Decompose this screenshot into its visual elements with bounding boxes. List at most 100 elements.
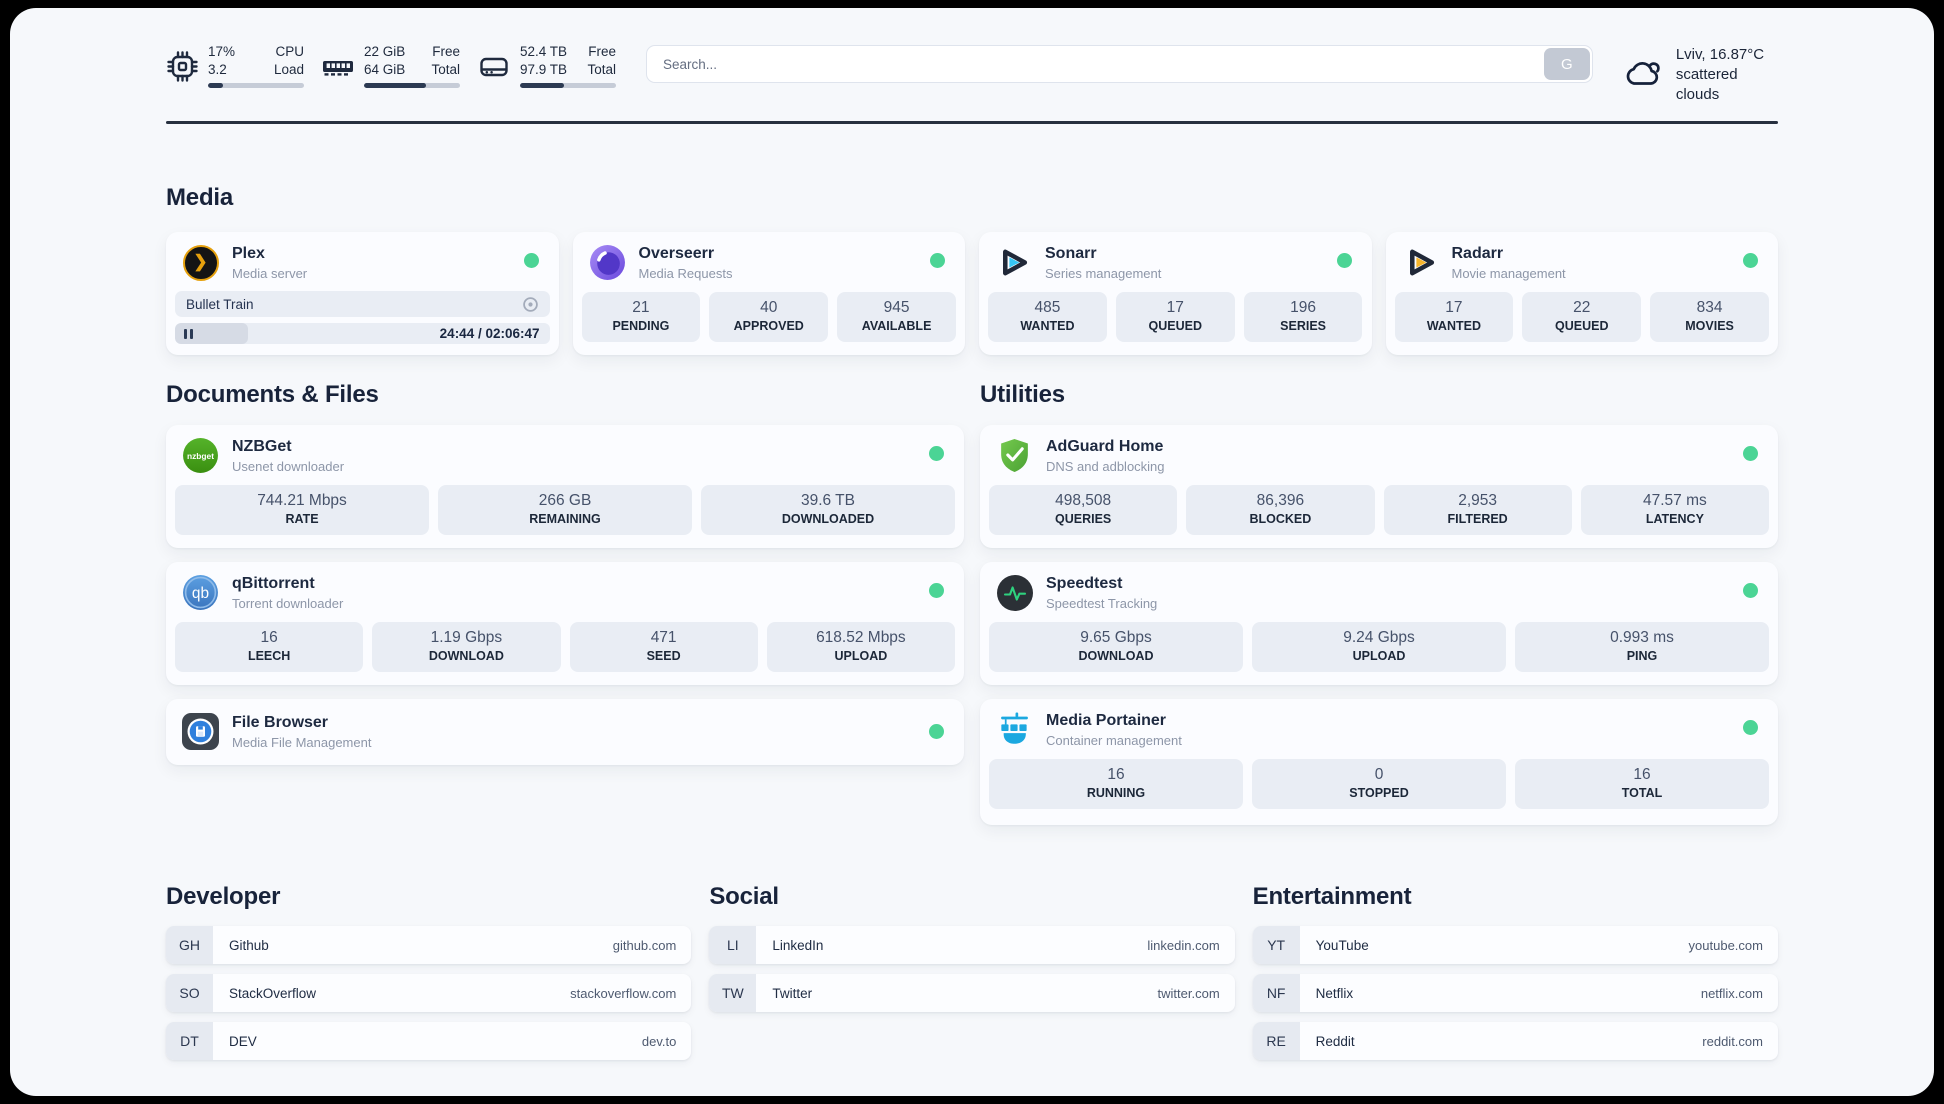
stat-pending: 21 PENDING (581, 292, 701, 342)
status-dot (1743, 583, 1758, 598)
app-name: Media Portainer (1046, 712, 1167, 729)
media-disc-icon (522, 296, 539, 313)
app-name: qBittorrent (232, 575, 315, 592)
app-card-plex[interactable]: ❯ Plex Media server Bullet Train (166, 232, 559, 355)
disk-icon (477, 50, 511, 89)
memory-total-value: 64 GiB (364, 61, 406, 77)
app-subtitle: Media File Management (232, 735, 372, 750)
disk-stat: 52.4 TB Free 97.9 TB Total (477, 43, 616, 89)
sonarr-icon (995, 244, 1032, 281)
bookmark-url: netflix.com (1700, 985, 1763, 1001)
bookmark-name: Github (229, 937, 269, 953)
section-title-utilities: Utilities (980, 381, 1065, 408)
bookmark-name: DEV (229, 1033, 257, 1049)
app-subtitle: DNS and adblocking (1046, 459, 1165, 474)
app-card-radarr[interactable]: Radarr Movie management 17 WANTED 22 QUE… (1385, 232, 1778, 355)
memory-stat: 22 GiB Free 64 GiB Total (321, 43, 460, 89)
section-title-social: Social (709, 883, 779, 910)
nzbget-icon: nzbget (182, 437, 219, 474)
bookmark-url: dev.to (641, 1033, 677, 1049)
stat-seed: 471 SEED (569, 622, 758, 672)
status-dot (930, 253, 945, 268)
search-engine-button[interactable]: G (1543, 48, 1590, 80)
stat-downloaded: 39.6 TB DOWNLOADED (701, 485, 955, 535)
bookmark-badge: RE (1252, 1022, 1300, 1060)
bookmark-stackoverflow[interactable]: SO StackOverflow stackoverflow.com (166, 974, 692, 1012)
cpu-progress-fill (208, 83, 224, 88)
bookmark-name: Netflix (1315, 985, 1354, 1001)
stat-leech: 16 LEECH (175, 622, 364, 672)
stat-running: 16 RUNNING (989, 759, 1243, 809)
bookmark-dev[interactable]: DT DEV dev.to (166, 1022, 692, 1060)
adguard-icon (996, 437, 1033, 474)
section-title-entertainment: Entertainment (1252, 883, 1412, 910)
stat-rate: 744.21 Mbps RATE (175, 485, 429, 535)
developer-column: Developer GH Github github.com SO StackO… (166, 883, 692, 1070)
bookmark-url: stackoverflow.com (570, 985, 677, 1001)
stat-blocked: 86,396 BLOCKED (1186, 485, 1375, 535)
stat-remaining: 266 GB REMAINING (438, 485, 692, 535)
entertainment-column: Entertainment YT YouTube youtube.com NF … (1252, 883, 1778, 1070)
app-card-nzbget[interactable]: nzbget NZBGet Usenet downloader 744.21 M… (166, 425, 964, 548)
bookmark-twitter[interactable]: TW Twitter twitter.com (709, 974, 1235, 1012)
status-dot (523, 253, 539, 268)
app-subtitle: Media Requests (638, 266, 733, 281)
bookmark-linkedin[interactable]: LI LinkedIn linkedin.com (709, 926, 1235, 964)
playback-time: 24:44 / 02:06:47 (439, 326, 540, 341)
bookmark-badge: NF (1252, 974, 1300, 1012)
app-card-speedtest[interactable]: Speedtest Speedtest Tracking 9.65 Gbps D… (980, 562, 1778, 685)
app-card-qbittorrent[interactable]: qb qBittorrent Torrent downloader 16 LEE… (166, 562, 964, 685)
app-name: Sonarr (1045, 245, 1097, 262)
portainer-icon (996, 711, 1033, 748)
status-dot (1743, 446, 1758, 461)
app-name: AdGuard Home (1046, 438, 1164, 455)
bookmark-badge: GH (166, 926, 213, 964)
app-subtitle: Movie management (1451, 266, 1566, 281)
app-name: File Browser (232, 714, 329, 731)
stat-ping: 0.993 ms PING (1515, 622, 1769, 672)
bookmark-badge: SO (166, 974, 213, 1012)
stat-latency: 47.57 ms LATENCY (1580, 485, 1769, 535)
search-input[interactable] (646, 45, 1593, 83)
memory-free-label: Free (432, 44, 460, 59)
bookmark-name: Twitter (772, 985, 813, 1001)
memory-free-value: 22 GiB (364, 44, 406, 59)
now-playing-title: Bullet Train (186, 296, 254, 312)
app-subtitle: Torrent downloader (232, 596, 344, 611)
memory-progress-fill (364, 83, 427, 88)
disk-progress-fill (520, 83, 565, 88)
bookmark-url: linkedin.com (1147, 937, 1220, 953)
weather-condition: scattered clouds (1675, 66, 1738, 103)
bookmark-netflix[interactable]: NF Netflix netflix.com (1252, 974, 1778, 1012)
playback-progress-fill (175, 323, 249, 344)
stat-queries: 498,508 QUERIES (989, 485, 1178, 535)
app-subtitle: Usenet downloader (232, 459, 345, 474)
app-card-overseerr[interactable]: Overseerr Media Requests 21 PENDING 40 A… (572, 232, 965, 355)
app-card-adguard[interactable]: AdGuard Home DNS and adblocking 498,508 … (980, 425, 1778, 548)
stat-download: 1.19 Gbps DOWNLOAD (372, 622, 561, 672)
app-name: NZBGet (232, 438, 292, 455)
app-card-sonarr[interactable]: Sonarr Series management 485 WANTED 17 Q… (979, 232, 1372, 355)
cloud-icon (1623, 56, 1664, 95)
stat-upload: 618.52 Mbps UPLOAD (766, 622, 955, 672)
stat-wanted: 17 WANTED (1394, 292, 1514, 342)
app-card-portainer[interactable]: Media Portainer Container management 16 … (980, 699, 1778, 825)
bookmark-youtube[interactable]: YT YouTube youtube.com (1252, 926, 1778, 964)
stat-stopped: 0 STOPPED (1252, 759, 1506, 809)
stat-queued: 17 QUEUED (1115, 292, 1235, 342)
bookmark-github[interactable]: GH Github github.com (166, 926, 692, 964)
status-dot (929, 583, 944, 598)
cpu-label-2: Load (273, 61, 304, 77)
weather-location-temp: Lviv, 16.87°C (1675, 46, 1765, 63)
bookmark-name: StackOverflow (229, 985, 317, 1001)
stat-filtered: 2,953 FILTERED (1383, 485, 1572, 535)
bookmark-reddit[interactable]: RE Reddit reddit.com (1252, 1022, 1778, 1060)
ram-icon (321, 50, 355, 89)
utilities-column: Utilities (980, 381, 1778, 825)
stat-available: 945 AVAILABLE (837, 292, 956, 342)
radarr-icon (1402, 244, 1439, 281)
bookmark-name: YouTube (1315, 937, 1369, 953)
app-card-filebrowser[interactable]: File Browser Media File Management (166, 699, 964, 765)
weather-widget: Lviv, 16.87°C scattered clouds (1623, 45, 1778, 105)
bookmark-badge: LI (709, 926, 757, 964)
